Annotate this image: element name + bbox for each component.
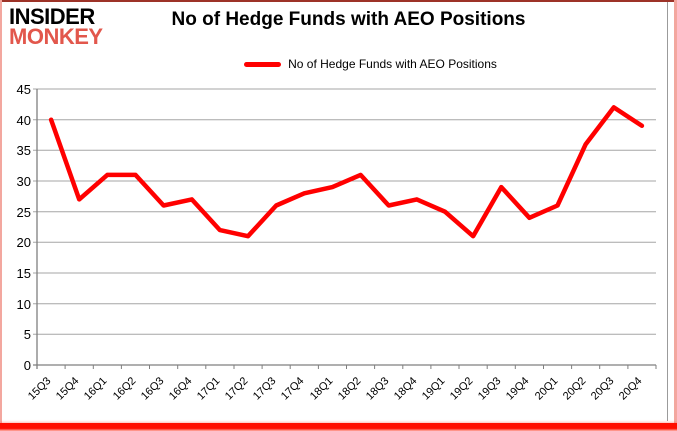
page-border-right [674, 0, 677, 431]
chart-legend: No of Hedge Funds with AEO Positions [32, 57, 677, 71]
data-line-series [48, 105, 645, 239]
legend-line-swatch [244, 61, 282, 67]
page-border-right-inner [667, 2, 668, 421]
page-border-top [0, 0, 677, 2]
page-border-left [0, 0, 2, 431]
page-border-bottom [0, 423, 677, 431]
chart-title: No of Hedge Funds with AEO Positions [171, 9, 526, 30]
logo-line-insider: INSIDER [9, 4, 95, 29]
legend-series-label: No of Hedge Funds with AEO Positions [288, 57, 497, 71]
logo-line-monkey: MONKEY [9, 24, 103, 50]
insider-monkey-logo: INSIDER MONKEY [9, 4, 103, 50]
